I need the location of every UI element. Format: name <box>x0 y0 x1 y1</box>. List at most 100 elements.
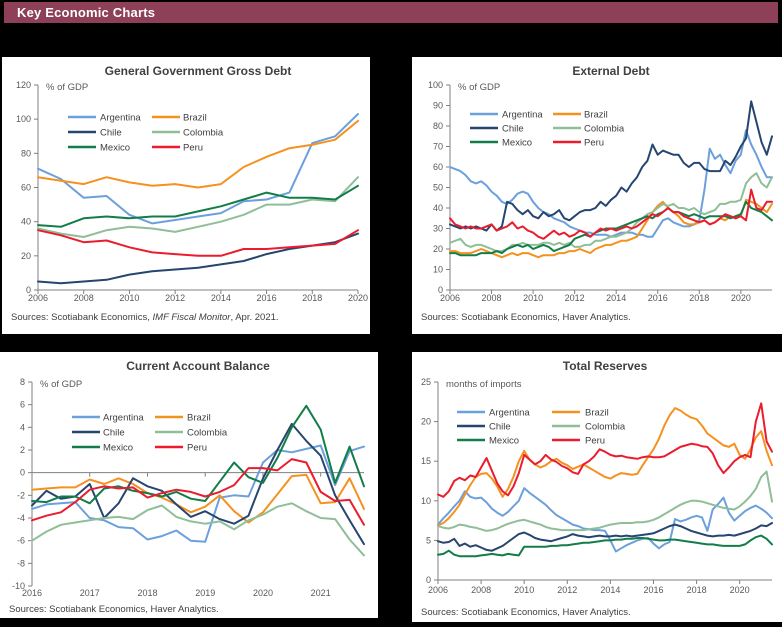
legend-label-colombia: Colombia <box>187 428 228 439</box>
x-tick-label: 2014 <box>600 585 620 595</box>
legend-label-peru: Peru <box>183 143 203 154</box>
legend-label-mexico: Mexico <box>103 443 133 454</box>
x-tick-label: 2008 <box>74 293 94 303</box>
legend-label-mexico: Mexico <box>489 436 519 447</box>
legend-label-argentina: Argentina <box>502 110 543 121</box>
x-tick-label: 2018 <box>137 588 157 598</box>
series-line-argentina <box>37 113 359 225</box>
chart-title: External Debt <box>572 64 649 78</box>
page-title: Key Economic Charts <box>17 5 156 20</box>
legend-label-brazil: Brazil <box>585 408 609 419</box>
axis-unit-label: % of GDP <box>40 379 82 390</box>
y-tick-label: 25 <box>421 377 431 387</box>
series-line-argentina <box>31 444 365 543</box>
y-tick-label: 60 <box>21 183 31 193</box>
x-tick-label: 2020 <box>731 293 751 303</box>
series-line-argentina <box>437 487 773 553</box>
y-tick-label: 60 <box>433 162 443 172</box>
x-tick-label: 2010 <box>119 293 139 303</box>
chart-title: Current Account Balance <box>126 359 270 373</box>
x-tick-label: 2012 <box>565 293 585 303</box>
source-text: Sources: Scotiabank Economics, IMF Fisca… <box>11 312 279 323</box>
legend-label-peru: Peru <box>187 443 207 454</box>
y-tick-label: 10 <box>421 496 431 506</box>
source-text: Sources: Scotiabank Economics, Haver Ana… <box>9 604 219 615</box>
legend-label-brazil: Brazil <box>584 110 608 121</box>
x-tick-label: 2012 <box>165 293 185 303</box>
series-line-peru <box>437 402 773 498</box>
series-line-peru <box>449 188 773 240</box>
y-tick-label: 100 <box>428 80 443 90</box>
series-line-mexico <box>37 184 359 228</box>
x-tick-label: 2008 <box>482 293 502 303</box>
x-tick-label: 2017 <box>80 588 100 598</box>
source-text: Sources: Scotiabank Economics, Haver Ana… <box>421 607 631 618</box>
series-line-chile <box>31 422 365 546</box>
x-tick-label: 2006 <box>428 585 448 595</box>
y-tick-label: 80 <box>21 148 31 158</box>
x-tick-label: 2010 <box>523 293 543 303</box>
series-line-colombia <box>37 176 359 238</box>
x-tick-label: 2006 <box>28 293 48 303</box>
y-tick-label: -2 <box>17 490 25 500</box>
chart-panel-gross-debt: General Government Gross Debt% of GDP 0 20… <box>2 57 370 334</box>
y-tick-label: 0 <box>438 285 443 295</box>
y-tick-label: -10 <box>12 581 25 591</box>
legend-label-brazil: Brazil <box>187 413 211 424</box>
source-text-part: Sources: Scotiabank Economics, Haver Ana… <box>421 607 631 618</box>
chart-panel-total-reserves: Total Reserves months of imports 0 5 10 15 20 2… <box>412 352 782 622</box>
chart-svg-external-debt: External Debt % of GDP 0 10 20 30 40 50 60 70 80 90… <box>421 64 773 323</box>
x-tick-label: 2020 <box>730 585 750 595</box>
legend-label-colombia: Colombia <box>584 124 625 135</box>
y-tick-label: 20 <box>421 417 431 427</box>
chart-title: General Government Gross Debt <box>105 64 292 78</box>
x-tick-label: 2012 <box>557 585 577 595</box>
y-tick-label: 90 <box>433 101 443 111</box>
source-text-italic: IMF Fiscal Monitor <box>153 312 232 323</box>
chart-svg-current-account: Current Account Balance % of GDP -10 -8 -6 -4… <box>9 359 365 615</box>
x-tick-label: 2014 <box>606 293 626 303</box>
chart-svg-gross-debt: General Government Gross Debt% of GDP020… <box>11 64 368 323</box>
y-tick-label: 50 <box>433 183 443 193</box>
legend-label-brazil: Brazil <box>183 113 207 124</box>
x-tick-label: 2006 <box>440 293 460 303</box>
x-tick-label: 2018 <box>302 293 322 303</box>
y-tick-label: -4 <box>17 513 25 523</box>
series-line-peru <box>31 458 365 526</box>
header-bar: Key Economic Charts <box>4 2 778 23</box>
source-text-part: Sources: Scotiabank Economics, Haver Ana… <box>421 312 631 323</box>
y-tick-label: 40 <box>433 203 443 213</box>
series-line-chile <box>437 522 773 552</box>
y-tick-label: 4 <box>20 422 25 432</box>
series-line-peru <box>37 229 359 257</box>
series-line-colombia <box>449 172 773 253</box>
x-tick-label: 2014 <box>211 293 231 303</box>
y-tick-label: 40 <box>21 217 31 227</box>
y-tick-label: 10 <box>433 265 443 275</box>
legend-label-chile: Chile <box>100 128 122 139</box>
series-line-chile <box>449 100 773 232</box>
legend-label-argentina: Argentina <box>103 413 144 424</box>
y-tick-label: 120 <box>16 80 31 90</box>
x-tick-label: 2008 <box>471 585 491 595</box>
y-tick-label: 100 <box>16 114 31 124</box>
y-tick-label: 15 <box>421 456 431 466</box>
legend-label-peru: Peru <box>584 138 604 149</box>
legend-label-argentina: Argentina <box>100 113 141 124</box>
x-tick-label: 2018 <box>687 585 707 595</box>
series-line-mexico <box>31 404 365 505</box>
legend-label-chile: Chile <box>103 428 125 439</box>
x-tick-label: 2018 <box>689 293 709 303</box>
y-tick-label: 70 <box>433 142 443 152</box>
legend-label-mexico: Mexico <box>100 143 130 154</box>
x-tick-label: 2020 <box>253 588 273 598</box>
y-tick-label: 0 <box>26 285 31 295</box>
chart-panel-current-account: Current Account Balance % of GDP -10 -8 -6 -4… <box>0 352 378 618</box>
legend-label-mexico: Mexico <box>502 138 532 149</box>
y-tick-label: 30 <box>433 224 443 234</box>
source-text-part: Sources: Scotiabank Economics, Haver Ana… <box>9 604 219 615</box>
series-line-brazil <box>37 119 359 189</box>
chart-title: Total Reserves <box>563 359 648 373</box>
